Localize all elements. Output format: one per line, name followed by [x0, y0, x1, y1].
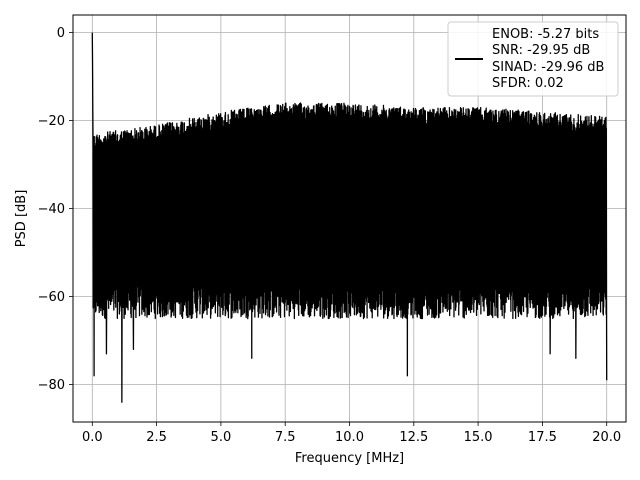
legend-entry-snr: SNR: -29.95 dB: [492, 43, 590, 58]
x-tick-label: 20.0: [592, 430, 621, 445]
x-tick-label: 5.0: [211, 430, 232, 445]
x-tick-label: 15.0: [464, 430, 493, 445]
legend-entry-sfdr: SFDR: 0.02: [492, 76, 564, 91]
y-tick-label: −80: [38, 378, 65, 393]
legend-box: [447, 21, 619, 97]
y-axis-label: PSD [dB]: [14, 190, 29, 248]
x-tick-label: 10.0: [335, 430, 364, 445]
x-axis-label: Frequency [MHz]: [295, 451, 404, 466]
x-tick-label: 17.5: [528, 430, 557, 445]
x-tick-label: 0.0: [82, 430, 103, 445]
legend-entry-enob: ENOB: -5.27 bits: [492, 27, 599, 42]
legend: ENOB: -5.27 bits SNR: -29.95 dB SINAD: -…: [447, 21, 619, 97]
y-axis-ticks: 0 −20 −40 −60 −80: [38, 26, 73, 393]
x-tick-label: 12.5: [399, 430, 428, 445]
x-axis-ticks: 0.0 2.5 5.0 7.5 10.0 12.5 15.0 17.5 20.0: [82, 422, 621, 445]
psd-series: [91, 32, 608, 403]
y-tick-label: −40: [38, 202, 65, 217]
x-tick-label: 2.5: [146, 430, 167, 445]
y-tick-label: 0: [57, 26, 65, 41]
legend-entry-sinad: SINAD: -29.96 dB: [492, 60, 604, 75]
x-tick-label: 7.5: [275, 430, 296, 445]
psd-line: [91, 32, 608, 403]
y-tick-label: −60: [38, 290, 65, 305]
y-tick-label: −20: [38, 114, 65, 129]
